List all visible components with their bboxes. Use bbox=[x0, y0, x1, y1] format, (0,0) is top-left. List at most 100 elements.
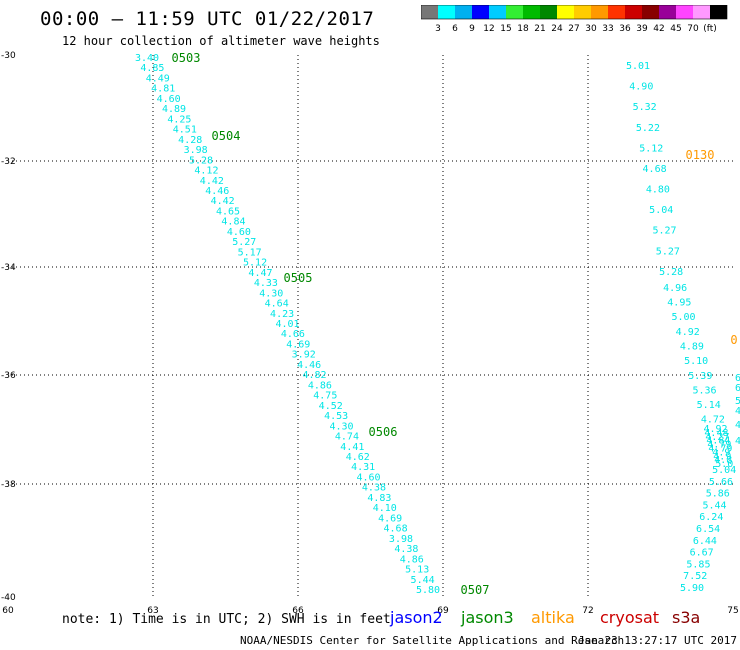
pass-time-label: 0506 bbox=[369, 425, 398, 439]
color-swatch bbox=[455, 5, 472, 19]
wave-height-label: 4.86 bbox=[308, 380, 332, 391]
wave-height-label: 5.04 bbox=[649, 205, 673, 216]
wave-height-label: 5.01 bbox=[626, 61, 650, 72]
wave-height-label: 4.60 bbox=[157, 94, 181, 105]
wave-height-label: 4.62 bbox=[346, 452, 370, 463]
pass-time-label: 0503 bbox=[172, 51, 201, 65]
color-swatch bbox=[693, 5, 710, 19]
color-swatch bbox=[540, 5, 557, 19]
wave-height-label: 4.81 bbox=[151, 84, 175, 95]
color-scale-label: 27 bbox=[568, 24, 579, 33]
latitude-tick-label: -40 bbox=[1, 593, 16, 603]
wave-height-label: 4.79 bbox=[707, 440, 731, 451]
wave-height-label: 4.8 bbox=[714, 455, 732, 466]
color-scale-label: 18 bbox=[517, 24, 529, 33]
wave-height-label: 5.39 bbox=[688, 371, 712, 382]
color-scale-label: 6 bbox=[452, 24, 458, 33]
wave-height-label: 6.44 bbox=[693, 536, 717, 547]
wave-height-label: 4 bbox=[735, 406, 740, 417]
wave-height-label: 4.46 bbox=[297, 360, 321, 371]
wave-height-label: 4.33 bbox=[254, 278, 278, 289]
wave-height-label: 4.75 bbox=[313, 391, 337, 402]
wave-height-label: 4.48 bbox=[704, 428, 728, 439]
satellite-legend-cryosat: cryosat bbox=[600, 608, 660, 627]
wave-height-label: 4.68 bbox=[384, 524, 408, 535]
color-scale-label: (ft) bbox=[703, 24, 717, 33]
color-swatch bbox=[710, 5, 727, 19]
color-swatch bbox=[591, 5, 608, 19]
color-swatch bbox=[421, 5, 438, 19]
wave-height-label: 4.72 bbox=[701, 415, 725, 426]
wave-height-label: 3.40 bbox=[135, 53, 159, 64]
wave-height-label: 5.04 bbox=[712, 465, 736, 476]
wave-height-label: 4.83 bbox=[367, 493, 391, 504]
color-swatch bbox=[659, 5, 676, 19]
wave-height-label: 5.22 bbox=[636, 123, 660, 134]
wave-height-label: 4.89 bbox=[680, 342, 704, 353]
satellite-legend-jason3: jason3 bbox=[461, 608, 514, 627]
wave-height-label: 4.38 bbox=[394, 544, 418, 555]
longitude-tick-label: 66 bbox=[292, 606, 304, 616]
wave-height-label: 4.9 bbox=[713, 451, 731, 462]
longitude-tick-label: 60 bbox=[2, 606, 14, 616]
pass-time-label: 0130 bbox=[686, 148, 715, 162]
wave-height-label: 4.52 bbox=[319, 401, 343, 412]
pass-time-label: 0507 bbox=[461, 583, 490, 597]
wave-height-label: 4.42 bbox=[200, 176, 224, 187]
color-scale-label: 9 bbox=[469, 24, 475, 33]
map-subtitle: 12 hour collection of altimeter wave hei… bbox=[62, 34, 380, 48]
wave-height-label: 6.24 bbox=[699, 512, 723, 523]
wave-height-label: 6 bbox=[735, 373, 740, 384]
wave-height-label: 4.38 bbox=[362, 483, 386, 494]
wave-height-label: 4.96 bbox=[663, 283, 687, 294]
wave-height-label: 5.85 bbox=[686, 559, 710, 570]
wave-height-label: 5.0 bbox=[715, 459, 733, 470]
color-scale-label: 70 bbox=[687, 24, 699, 33]
latitude-tick-label: -38 bbox=[1, 480, 16, 490]
wave-height-label: 5.27 bbox=[652, 226, 676, 237]
wave-height-label: 5.10 bbox=[684, 356, 708, 367]
wave-height-label: 5.27 bbox=[232, 237, 256, 248]
pass-time-label: 0504 bbox=[212, 129, 241, 143]
wave-height-label: 4.41 bbox=[340, 442, 364, 453]
wave-height-label: 3.98 bbox=[389, 534, 413, 545]
wave-height-label: 5.66 bbox=[709, 477, 733, 488]
map-title: 00:00 – 11:59 UTC 01/22/2017 bbox=[40, 8, 375, 30]
wave-height-label: 5.12 bbox=[243, 258, 267, 269]
wave-height-label: 4.27 bbox=[705, 432, 729, 443]
wave-height-label: 4.68 bbox=[643, 164, 667, 175]
wave-height-label: 5.17 bbox=[238, 247, 262, 258]
wave-height-label: 4.12 bbox=[194, 166, 218, 177]
wave-height-label: 4.69 bbox=[286, 339, 310, 350]
wave-height-label: 4.53 bbox=[324, 411, 348, 422]
color-swatch bbox=[625, 5, 642, 19]
latitude-tick-label: -30 bbox=[1, 51, 16, 61]
color-swatch bbox=[608, 5, 625, 19]
wave-height-label: 4.66 bbox=[281, 329, 305, 340]
color-swatch bbox=[642, 5, 659, 19]
color-scale-label: 30 bbox=[585, 24, 597, 33]
wave-height-label: 4.80 bbox=[646, 185, 670, 196]
wave-height-label: 5.80 bbox=[416, 585, 440, 596]
wave-height-label: 4.95 bbox=[667, 298, 691, 309]
longitude-tick-label: 69 bbox=[437, 606, 449, 616]
color-swatch bbox=[557, 5, 574, 19]
wave-height-label: 4.60 bbox=[357, 472, 381, 483]
wave-height-label: 3.92 bbox=[292, 350, 316, 361]
wave-height-label: 4.89 bbox=[162, 104, 186, 115]
wave-height-label: 4.60 bbox=[227, 227, 251, 238]
wave-height-label: 5.44 bbox=[411, 575, 435, 586]
wave-height-label: 4.46 bbox=[205, 186, 229, 197]
pass-time-label: 0505 bbox=[284, 271, 313, 285]
color-swatch bbox=[523, 5, 540, 19]
wave-height-label: 4.28 bbox=[178, 135, 202, 146]
pass-time-label: 0 bbox=[730, 333, 737, 347]
color-swatch bbox=[574, 5, 591, 19]
longitude-tick-label: 63 bbox=[147, 606, 158, 616]
color-swatch bbox=[506, 5, 523, 19]
wave-height-label: 5.28 bbox=[189, 155, 213, 166]
wave-height-label: 4.49 bbox=[146, 73, 170, 84]
wave-height-label: 5.36 bbox=[692, 385, 716, 396]
color-scale-label: 12 bbox=[483, 24, 494, 33]
wave-height-label: 4.90 bbox=[629, 82, 653, 93]
